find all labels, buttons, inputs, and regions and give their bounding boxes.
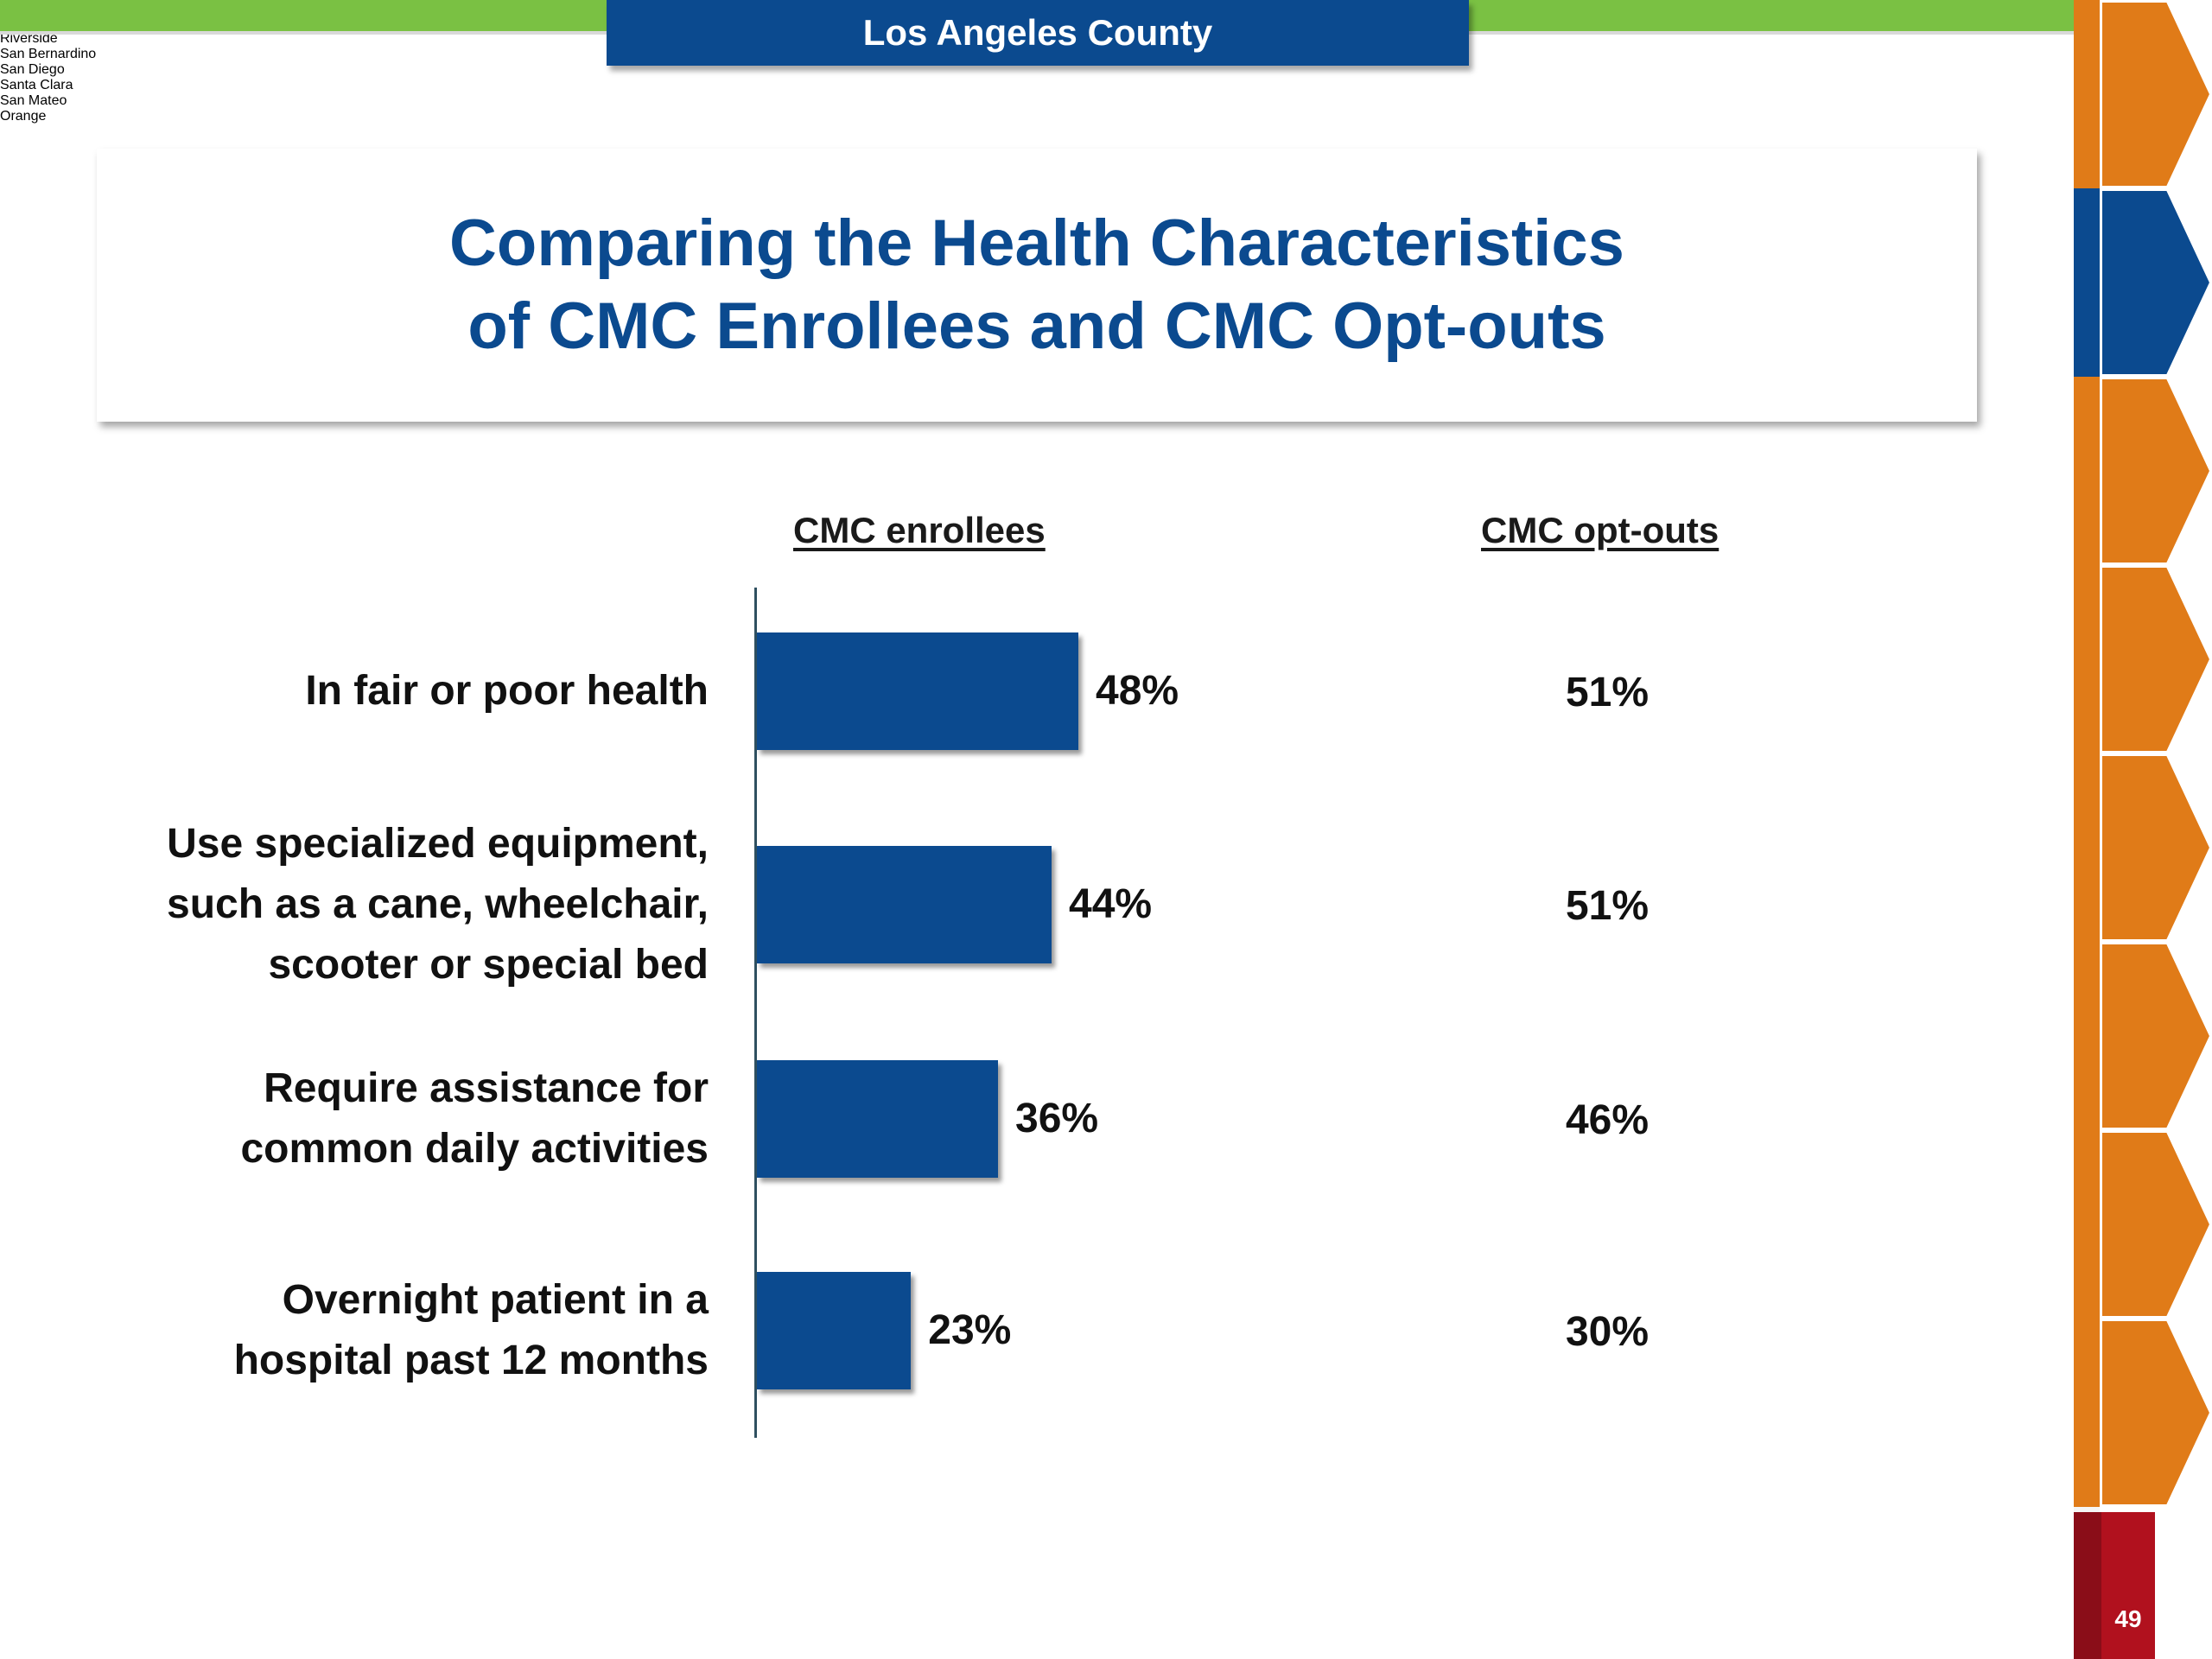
nav-tab-shape (2074, 377, 2212, 565)
nav-tab-shape (2074, 753, 2212, 942)
category-label: In fair or poor health (86, 661, 709, 721)
page-number: 49 (2114, 1605, 2142, 1632)
category-label-line: In fair or poor health (305, 668, 709, 714)
enrollee-bar (757, 1060, 998, 1178)
nav-tab-label[interactable]: Riverside (0, 31, 58, 46)
nav-tab-arrow (2101, 1319, 2212, 1506)
category-label-line: such as a cane, wheelchair, (167, 881, 709, 927)
enrollee-value-label: 44% (1069, 881, 1153, 927)
nav-tab-overall[interactable] (2074, 0, 2212, 188)
nav-tab-edge (2074, 188, 2100, 377)
nav-tab-san-mateo[interactable] (2074, 1130, 2212, 1319)
nav-tab-arrow (2101, 566, 2212, 753)
nav-tab-shape (2074, 1130, 2212, 1319)
nav-tab-san-bernardino[interactable] (2074, 565, 2212, 753)
page-title-line-1: Comparing the Health Characteristics (449, 207, 1624, 280)
nav-tab-label[interactable]: Santa Clara (0, 78, 73, 92)
nav-tab-arrow (2101, 378, 2212, 564)
enrollees-column-header: CMC enrollees (793, 510, 1046, 550)
top-accent-bar-right (1469, 0, 2074, 31)
nav-tab-shape (2074, 565, 2212, 753)
optout-value-label: 30% (1565, 1309, 1649, 1355)
page-tab-edge (2074, 1512, 2101, 1659)
county-banner: Los Angeles County (607, 0, 1469, 66)
optout-value-label: 46% (1565, 1097, 1649, 1143)
nav-tab-label[interactable]: San Mateo (0, 93, 67, 108)
nav-tab-edge (2074, 942, 2100, 1130)
nav-tab-arrow (2101, 1131, 2212, 1318)
nav-tab-label[interactable]: Orange (0, 109, 47, 124)
enrollee-bar (757, 1272, 912, 1389)
category-label-line: Use specialized equipment, (167, 821, 709, 867)
nav-tab-shape (2074, 0, 2212, 188)
nav-tab-edge (2074, 1130, 2100, 1319)
nav-tab-arrow (2101, 754, 2212, 941)
optout-value-label: 51% (1565, 670, 1649, 715)
nav-tab-shape (2074, 1319, 2212, 1507)
nav-tab-orange[interactable] (2074, 1319, 2212, 1507)
nav-tab-riverside[interactable] (2074, 377, 2212, 565)
chart-axis (754, 588, 757, 1438)
page-number-tab (2101, 1512, 2155, 1659)
nav-tab-edge (2074, 1319, 2100, 1507)
nav-tab-arrow (2101, 943, 2212, 1129)
nav-tab-shape (2074, 942, 2212, 1130)
nav-tab-label[interactable]: San Bernardino (0, 47, 97, 61)
page-title-line-2: of CMC Enrollees and CMC Opt-outs (467, 289, 1606, 363)
category-label: Overnight patient in a hospital past 12 m… (86, 1270, 709, 1391)
enrollee-value-label: 23% (928, 1307, 1012, 1353)
nav-tab-edge (2074, 377, 2100, 565)
optout-value-label: 51% (1565, 883, 1649, 929)
section-nav: OverallLos AngelesRiversideSan Bernardin… (0, 0, 2212, 1507)
nav-tab-edge (2074, 0, 2100, 188)
nav-tab-arrow (2101, 189, 2212, 376)
nav-tab-san-diego[interactable] (2074, 753, 2212, 942)
nav-tab-edge (2074, 753, 2100, 942)
title-box: Comparing the Health Characteristics of … (97, 149, 1977, 422)
category-label-line: hospital past 12 months (233, 1338, 709, 1383)
category-label: Require assistance for common daily activ… (86, 1058, 709, 1179)
category-label-line: common daily activities (240, 1126, 709, 1172)
nav-tab-label[interactable]: San Diego (0, 62, 65, 77)
category-label: Use specialized equipment, such as a cane… (86, 814, 709, 995)
nav-tab-los-angeles[interactable] (2074, 188, 2212, 377)
optouts-column-header: CMC opt-outs (1481, 510, 1719, 550)
enrollee-value-label: 36% (1015, 1096, 1099, 1141)
enrollee-bar (757, 846, 1052, 963)
nav-tab-arrow (2101, 1, 2212, 188)
category-label-line: scooter or special bed (268, 942, 709, 988)
category-label-line: Overnight patient in a (282, 1277, 709, 1323)
top-accent-bar-left (0, 0, 609, 31)
nav-tab-santa-clara[interactable] (2074, 942, 2212, 1130)
enrollee-value-label: 48% (1096, 668, 1179, 714)
category-label-line: Require assistance for (264, 1065, 709, 1111)
enrollee-bar (757, 632, 1078, 750)
nav-tab-edge (2074, 565, 2100, 753)
nav-tab-shape (2074, 188, 2212, 377)
